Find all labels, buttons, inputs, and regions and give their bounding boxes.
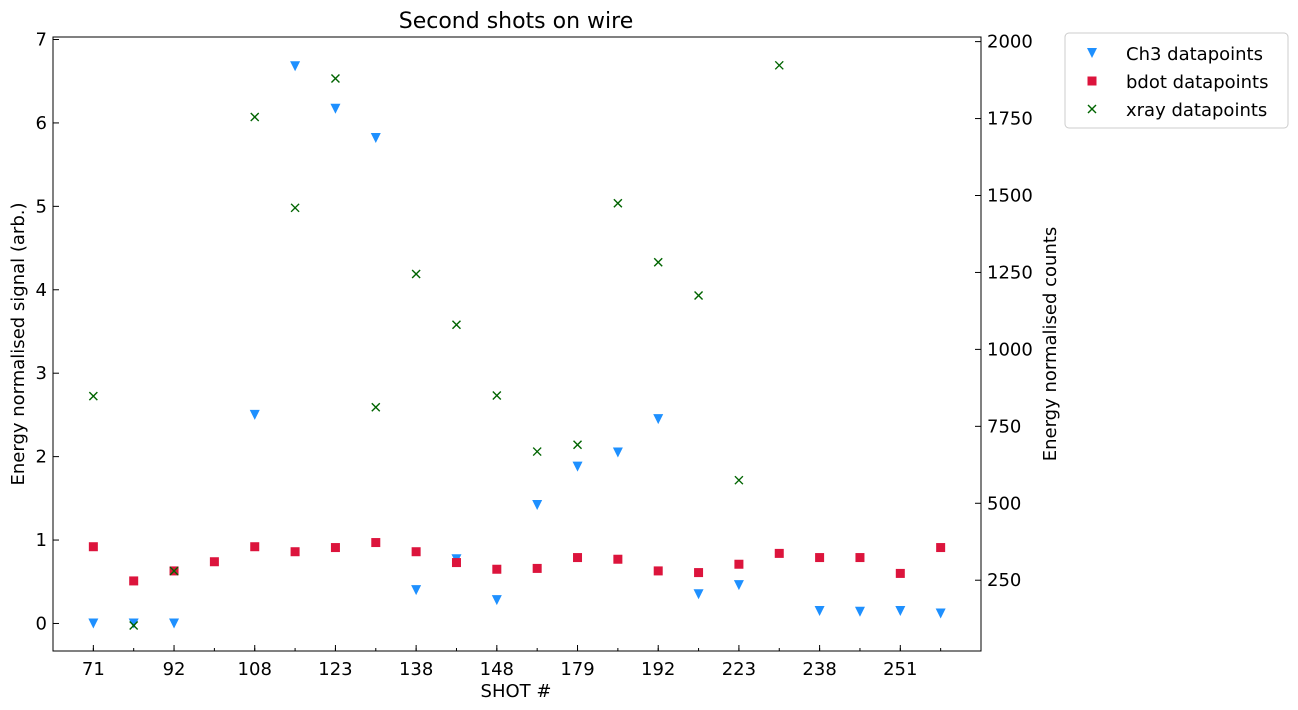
bdot-point [290,547,300,557]
ch3-point [854,606,865,617]
bdot-point [371,538,381,548]
bdot-point [573,553,583,563]
plot-area: 71 92 108 123 138 148 179 192 223 238 251012345672… [36,30,1033,680]
y-tick-label: 7 [36,30,47,51]
y-axis-title-right: Energy normalised counts [1040,227,1061,462]
ch3-point [612,447,623,458]
x-tick-label: 223 [722,659,756,680]
bdot-point [613,554,623,564]
xray-point [653,257,663,267]
y2-tick-label: 2000 [987,32,1033,53]
ch3-point [411,585,422,596]
legend-label: bdot datapoints [1126,72,1268,93]
xray-point [492,391,502,401]
bdot-point [250,542,260,552]
xray-point [250,112,260,122]
y-tick-label: 4 [36,280,47,301]
ch3-point [88,618,99,629]
ch3-point [169,618,180,629]
x-axis-title: SHOT # [481,681,552,702]
bdot-point [855,553,865,563]
y-tick-label: 2 [36,447,47,468]
bdot-point [895,568,905,578]
y2-tick-label: 750 [987,416,1021,437]
bdot-point [209,557,219,567]
legend-label: Ch3 datapoints [1126,44,1263,65]
ch3-point [532,500,543,511]
x-tick-label: 71 [82,659,105,680]
y-tick-label: 1 [36,530,47,551]
bdot-point [451,558,461,568]
chart-title: Second shots on wire [399,9,634,34]
x-tick-label: 92 [163,659,186,680]
bdot-point [694,568,704,578]
xray-point [532,447,542,457]
xray-point [129,620,139,630]
x-tick-label: 238 [802,659,836,680]
y2-tick-label: 1250 [987,262,1033,283]
legend-label: xray datapoints [1126,100,1267,121]
ch3-point [814,605,825,616]
bdot-point [815,553,825,563]
ch3-point [491,595,502,606]
ch3-point [290,61,301,72]
ch3-point [330,103,341,114]
bdot-point [936,543,946,553]
ch3-point [733,580,744,591]
bdot-point [492,564,502,574]
legend-marker [1087,76,1097,86]
legend-marker [1087,104,1097,114]
x-tick-label: 108 [238,659,272,680]
bdot-point [330,543,340,553]
xray-point [451,320,461,330]
ch3-point [693,589,704,600]
y2-tick-label: 1750 [987,109,1033,130]
bdot-point [129,576,139,586]
xray-point [411,269,421,279]
bdot-point [88,542,98,552]
y-tick-label: 3 [36,363,47,384]
y-tick-label: 6 [36,113,47,134]
y-tick-label: 5 [36,196,47,217]
bdot-point [653,566,663,576]
y2-tick-label: 1500 [987,186,1033,207]
x-tick-label: 251 [883,659,917,680]
ch3-point [653,414,664,425]
x-tick-label: 192 [641,659,675,680]
ch3-point [935,608,946,619]
x-tick-label: 138 [399,659,433,680]
x-tick-label: 179 [560,659,594,680]
ch3-point [895,605,906,616]
legend-marker [1087,48,1097,58]
xray-point [169,566,179,576]
xray-point [734,475,744,485]
bdot-point [734,559,744,569]
y-tick-label: 0 [36,613,47,634]
legend-box [1064,32,1289,129]
xray-point [774,60,784,70]
xray-point [573,440,583,450]
xray-point [290,203,300,213]
x-tick-label: 148 [480,659,514,680]
bdot-point [532,563,542,573]
ch3-point [572,461,583,472]
y2-tick-label: 500 [987,493,1021,514]
xray-point [88,391,98,401]
bdot-point [774,548,784,558]
y2-tick-label: 250 [987,570,1021,591]
xray-point [330,74,340,84]
ch3-point [128,618,139,629]
xray-point [694,291,704,301]
plot-frame [52,36,982,652]
y-axis-title-left: Energy normalised signal (arb.) [8,203,29,486]
x-tick-label: 123 [318,659,352,680]
y2-tick-label: 1000 [987,339,1033,360]
ch3-point [370,132,381,143]
ch3-point [249,409,260,420]
xray-point [371,402,381,412]
bdot-point [411,547,421,557]
xray-point [613,198,623,208]
legend: Ch3 datapoints bdot datapoints xray datapo… [1064,32,1289,129]
